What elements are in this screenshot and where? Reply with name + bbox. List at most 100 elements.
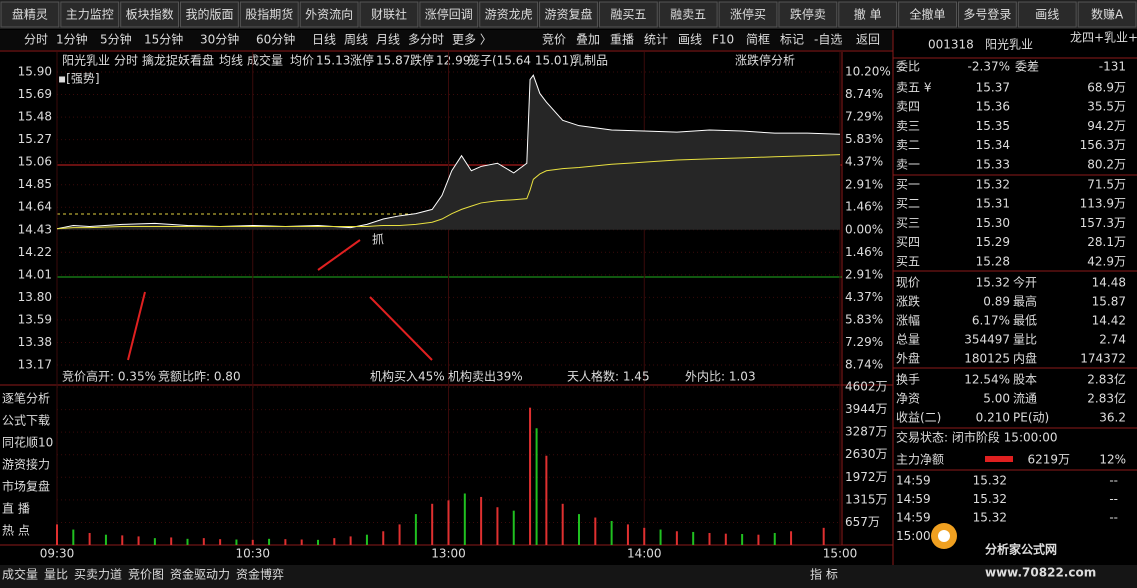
stat-label: 最低: [1013, 314, 1037, 328]
toolbar-label[interactable]: 外资流向: [305, 7, 353, 22]
period-tab[interactable]: 5分钟: [100, 32, 132, 47]
bottom-tab[interactable]: 竞价图: [128, 568, 164, 582]
tool-tab[interactable]: 标记: [780, 33, 804, 47]
flow-pct: 12%: [1099, 453, 1126, 467]
toolbar-label[interactable]: 撤 单: [854, 7, 882, 22]
tool-tab[interactable]: 返回: [856, 33, 880, 47]
indicator-button[interactable]: 指 标: [810, 567, 838, 582]
toolbar-label[interactable]: 财联社: [371, 7, 407, 22]
bottom-tab[interactable]: 量比: [44, 568, 68, 582]
side-button[interactable]: 同花顺10: [2, 435, 53, 450]
side-button[interactable]: 逐笔分析: [2, 391, 50, 406]
book-label: 卖三: [896, 119, 920, 133]
book-label: 买五: [896, 254, 920, 268]
toolbar-label[interactable]: 涨停回调: [425, 7, 473, 22]
tool-tab[interactable]: 简框: [746, 33, 770, 47]
book-label: 买一: [896, 178, 920, 192]
stat-value: 5.00: [983, 392, 1010, 406]
side-button[interactable]: 游资接力: [2, 457, 50, 472]
bottom-tab[interactable]: 资金驱动力: [170, 567, 230, 582]
tool-tab[interactable]: 画线: [678, 33, 702, 47]
volume-bar: [235, 539, 238, 545]
toolbar-label[interactable]: 融卖五: [670, 8, 706, 22]
period-tab[interactable]: 周线: [344, 33, 368, 47]
volume-bar: [480, 496, 483, 545]
toolbar-label[interactable]: 涨停买: [730, 7, 766, 22]
bottom-tab[interactable]: 资金博弈: [236, 567, 284, 582]
toolbar-label[interactable]: 数赚A: [1091, 7, 1124, 22]
book-price: 15.36: [976, 100, 1010, 114]
toolbar-button[interactable]: [239, 1, 299, 28]
toolbar-button[interactable]: [299, 1, 359, 28]
toolbar-label[interactable]: 游资龙虎: [485, 8, 533, 22]
side-button[interactable]: 热 点: [2, 524, 30, 538]
toolbar-button[interactable]: [479, 1, 539, 28]
side-button[interactable]: 直 播: [2, 502, 30, 516]
toolbar-button[interactable]: [359, 1, 419, 28]
bottom-tab[interactable]: 买卖力道: [74, 568, 122, 582]
bottom-tab[interactable]: 成交量: [2, 567, 38, 582]
book-volume: 35.5万: [1087, 100, 1126, 114]
tick-time: 14:59: [896, 492, 931, 506]
tool-tab[interactable]: 重播: [610, 33, 634, 47]
side-button[interactable]: 市场复盘: [2, 479, 50, 494]
toolbar-button[interactable]: [120, 1, 180, 28]
strength-tag: ▪[强势]: [58, 72, 100, 86]
tool-tab[interactable]: F10: [712, 33, 734, 47]
toolbar-label[interactable]: 跌停卖: [790, 7, 826, 22]
period-tab[interactable]: 日线: [312, 33, 336, 47]
stat-label: 量比: [1013, 333, 1037, 347]
period-tab[interactable]: 更多 〉: [452, 33, 492, 47]
period-tab[interactable]: 30分钟: [200, 32, 239, 47]
side-button[interactable]: 公式下载: [2, 414, 50, 428]
toolbar-label[interactable]: 全撤单: [910, 7, 946, 22]
toolbar-button[interactable]: [1017, 1, 1077, 28]
toolbar-button[interactable]: [180, 1, 239, 28]
period-tab[interactable]: 月线: [376, 33, 400, 47]
toolbar-button[interactable]: [60, 1, 120, 28]
header-limit-down-label: 跌停: [410, 53, 434, 68]
period-tab[interactable]: 多分时: [408, 33, 444, 47]
book-price: 15.31: [976, 197, 1010, 211]
toolbar-label[interactable]: 游资复盘: [544, 7, 592, 22]
tool-tab[interactable]: 叠加: [576, 33, 600, 47]
volume-bar: [447, 500, 450, 545]
toolbar-button[interactable]: [0, 1, 60, 28]
book-label: 买二: [896, 197, 920, 211]
price-area: [57, 75, 840, 230]
volume-tick-label: 3287万: [845, 425, 888, 439]
header-name: 阳光乳业: [62, 54, 110, 68]
indicator-amount-ratio: 竞额比昨: 0.80: [158, 370, 241, 384]
toolbar-button[interactable]: [718, 1, 778, 28]
tool-tab[interactable]: 竞价: [542, 33, 566, 47]
header-limit-up: 15.87: [376, 54, 410, 68]
book-label: 卖五 ¥: [896, 81, 932, 95]
toolbar-label[interactable]: 板块指数: [126, 7, 174, 22]
volume-bar: [529, 407, 532, 545]
toolbar-label[interactable]: 多号登录: [963, 7, 1011, 22]
period-tab[interactable]: 15分钟: [144, 32, 183, 47]
y2-tick-label: 10.20%: [845, 65, 891, 79]
toolbar-button[interactable]: [778, 1, 838, 28]
toolbar-label[interactable]: 我的版面: [185, 7, 233, 22]
period-tab[interactable]: 分时: [24, 33, 48, 47]
toolbar-button[interactable]: [957, 1, 1017, 28]
header-vol-label: 成交量: [247, 53, 283, 68]
toolbar-label[interactable]: 融买五: [610, 8, 646, 22]
toolbar-button[interactable]: [838, 1, 898, 28]
toolbar-button[interactable]: [898, 1, 957, 28]
period-tab[interactable]: 1分钟: [56, 32, 88, 47]
toolbar-button[interactable]: [419, 1, 479, 28]
toolbar-button[interactable]: [1077, 1, 1137, 28]
toolbar-label[interactable]: 盘精灵: [12, 7, 48, 22]
toolbar-label[interactable]: 主力监控: [66, 8, 114, 22]
book-volume: 94.2万: [1087, 119, 1126, 133]
tool-tab[interactable]: 统计: [644, 33, 668, 47]
period-tab[interactable]: 60分钟: [256, 32, 295, 47]
toolbar-button[interactable]: [658, 1, 718, 28]
toolbar-label[interactable]: 画线: [1035, 8, 1059, 22]
tool-tab[interactable]: -自选: [814, 33, 842, 47]
toolbar-label[interactable]: 股指期货: [245, 7, 293, 22]
toolbar-button[interactable]: [598, 1, 658, 28]
toolbar-button[interactable]: [539, 1, 598, 28]
